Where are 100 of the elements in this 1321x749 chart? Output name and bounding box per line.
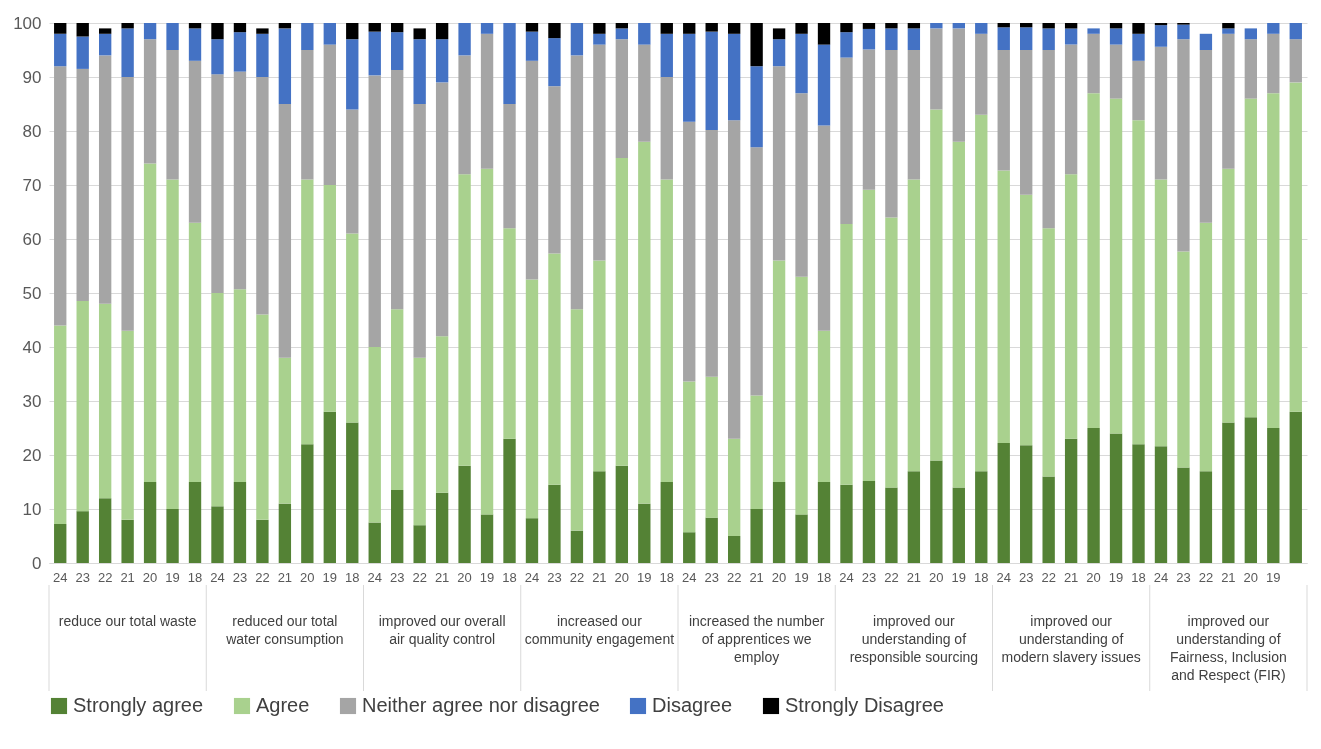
bar (278, 357, 292, 504)
bar (256, 28, 269, 34)
bar (862, 480, 876, 563)
bar (660, 77, 673, 180)
bar (458, 23, 471, 56)
bar (188, 482, 202, 563)
legend-label: Neither agree nor disagree (362, 694, 600, 716)
bar (1244, 28, 1258, 40)
bar (458, 55, 471, 175)
bar (346, 422, 359, 563)
bar (795, 93, 808, 277)
bar (458, 465, 471, 563)
bar (615, 158, 629, 466)
bar (76, 301, 89, 512)
x-tick-label: 18 (816, 569, 832, 585)
bar (98, 303, 112, 499)
bar (795, 514, 808, 563)
bar (885, 50, 898, 218)
bar (1154, 446, 1168, 563)
bar (840, 223, 853, 485)
bar (1267, 33, 1280, 94)
y-tick-label: 80 (22, 121, 42, 141)
bar (907, 179, 921, 472)
bar (391, 32, 404, 70)
y-tick-label: 20 (22, 445, 42, 465)
x-tick-label: 21 (1063, 569, 1079, 585)
bar (1222, 422, 1235, 563)
bar (975, 114, 988, 472)
bar (346, 39, 359, 110)
bar (705, 376, 718, 518)
x-tick-label: 19 (1266, 569, 1281, 585)
bar (997, 27, 1010, 50)
x-tick-label: 18 (187, 569, 203, 585)
bar (525, 279, 539, 519)
bar (548, 23, 561, 39)
bar (548, 253, 561, 485)
bar (1199, 222, 1213, 472)
bar (143, 23, 157, 40)
bar (1132, 60, 1145, 121)
y-tick-label: 100 (13, 13, 42, 33)
bar (301, 23, 314, 50)
bar (188, 28, 202, 61)
y-tick-label: 0 (32, 553, 42, 573)
bar (615, 465, 629, 563)
bar (1177, 24, 1190, 40)
bar (1064, 23, 1078, 29)
bar (615, 23, 629, 29)
bar (1199, 50, 1213, 223)
bar (1244, 98, 1258, 418)
x-tick-label: 21 (906, 569, 922, 585)
bar (1020, 194, 1033, 446)
bar (256, 33, 269, 77)
x-tick-label: 24 (839, 569, 854, 585)
x-tick-label: 22 (97, 569, 113, 585)
bar (1132, 120, 1145, 445)
bar (503, 438, 516, 563)
bar (233, 23, 247, 33)
x-tick-label: 20 (1086, 569, 1101, 585)
bar (772, 260, 786, 482)
bar (705, 517, 718, 563)
text: improved our understanding of responsible sourcing (849, 613, 979, 665)
x-tick-label: 22 (1041, 569, 1056, 585)
bar (211, 23, 224, 40)
bar (593, 471, 606, 563)
bar (278, 104, 292, 358)
bar (683, 121, 696, 382)
bar (570, 23, 584, 56)
bar (683, 23, 696, 34)
x-tick-label: 20 (300, 569, 315, 585)
bar (1289, 82, 1302, 412)
bar (705, 129, 718, 377)
bar (907, 28, 921, 50)
bar (143, 163, 157, 482)
y-tick-label: 10 (22, 499, 42, 519)
bar (233, 32, 247, 72)
bar (727, 536, 741, 563)
bar (862, 28, 876, 50)
x-tick-label: 23 (1018, 569, 1034, 585)
x-tick-label: 21 (749, 569, 764, 585)
bar (997, 443, 1010, 563)
bar (368, 31, 381, 76)
bar (1199, 471, 1213, 563)
bar (817, 330, 831, 482)
bar (54, 524, 67, 563)
bar (435, 23, 449, 40)
bar (907, 471, 921, 563)
bar (862, 189, 876, 481)
bar (570, 530, 584, 563)
x-tick-label: 20 (614, 569, 630, 585)
text: reduce our total waste (58, 613, 197, 629)
bar (413, 525, 426, 563)
x-tick-label: 24 (996, 569, 1011, 585)
bar (1064, 28, 1078, 45)
bar (480, 514, 494, 563)
bar (76, 68, 89, 302)
bar (368, 522, 381, 563)
bar (1064, 44, 1078, 175)
bar (323, 23, 336, 45)
bar (638, 503, 651, 563)
bar (660, 23, 673, 34)
